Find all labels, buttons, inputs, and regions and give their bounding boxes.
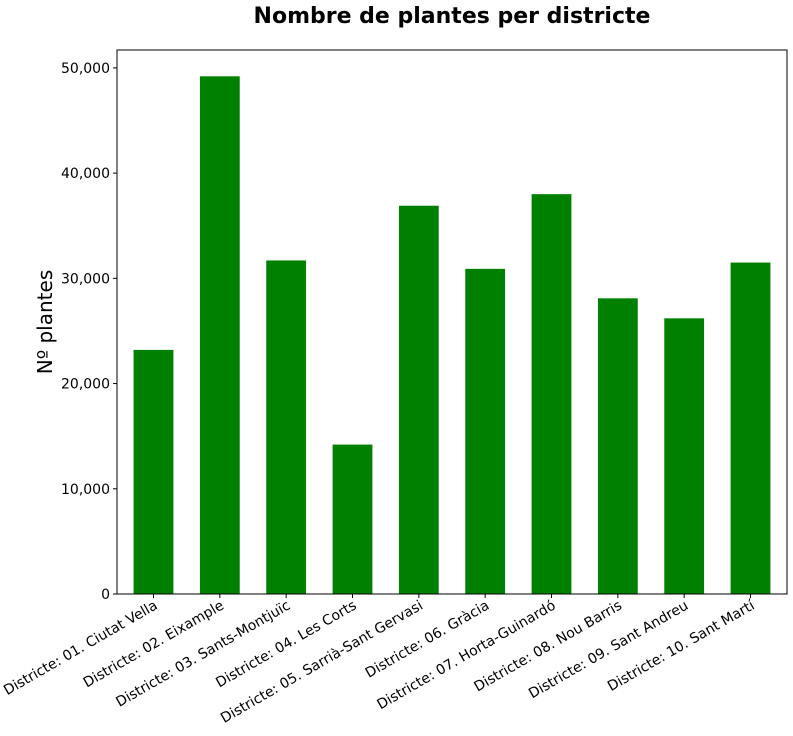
plot-frame bbox=[116, 49, 788, 595]
bar-9 bbox=[664, 318, 705, 594]
y-tick-label: 40,000 bbox=[61, 166, 110, 182]
y-tick-label: 10,000 bbox=[61, 482, 110, 498]
bar-4 bbox=[332, 444, 373, 594]
chart-title: Nombre de plantes per districte bbox=[254, 4, 651, 29]
y-tick-label: 30,000 bbox=[61, 271, 110, 287]
bar-8 bbox=[597, 298, 638, 594]
bar-6 bbox=[465, 268, 506, 594]
y-tick-label: 0 bbox=[101, 587, 110, 603]
bar-7 bbox=[531, 194, 572, 595]
bar-10 bbox=[730, 262, 771, 594]
bars bbox=[133, 76, 771, 595]
bar-3 bbox=[266, 260, 307, 594]
y-tick-label: 50,000 bbox=[61, 61, 110, 77]
y-axis-ticks: 0 10,000 20,000 30,000 40,000 50,000 bbox=[61, 61, 117, 603]
y-axis-label: Nº plantes bbox=[33, 270, 57, 375]
y-tick-label: 20,000 bbox=[61, 377, 110, 393]
bar-5 bbox=[398, 205, 439, 595]
bar-2 bbox=[199, 76, 240, 595]
bar-1 bbox=[133, 349, 174, 594]
